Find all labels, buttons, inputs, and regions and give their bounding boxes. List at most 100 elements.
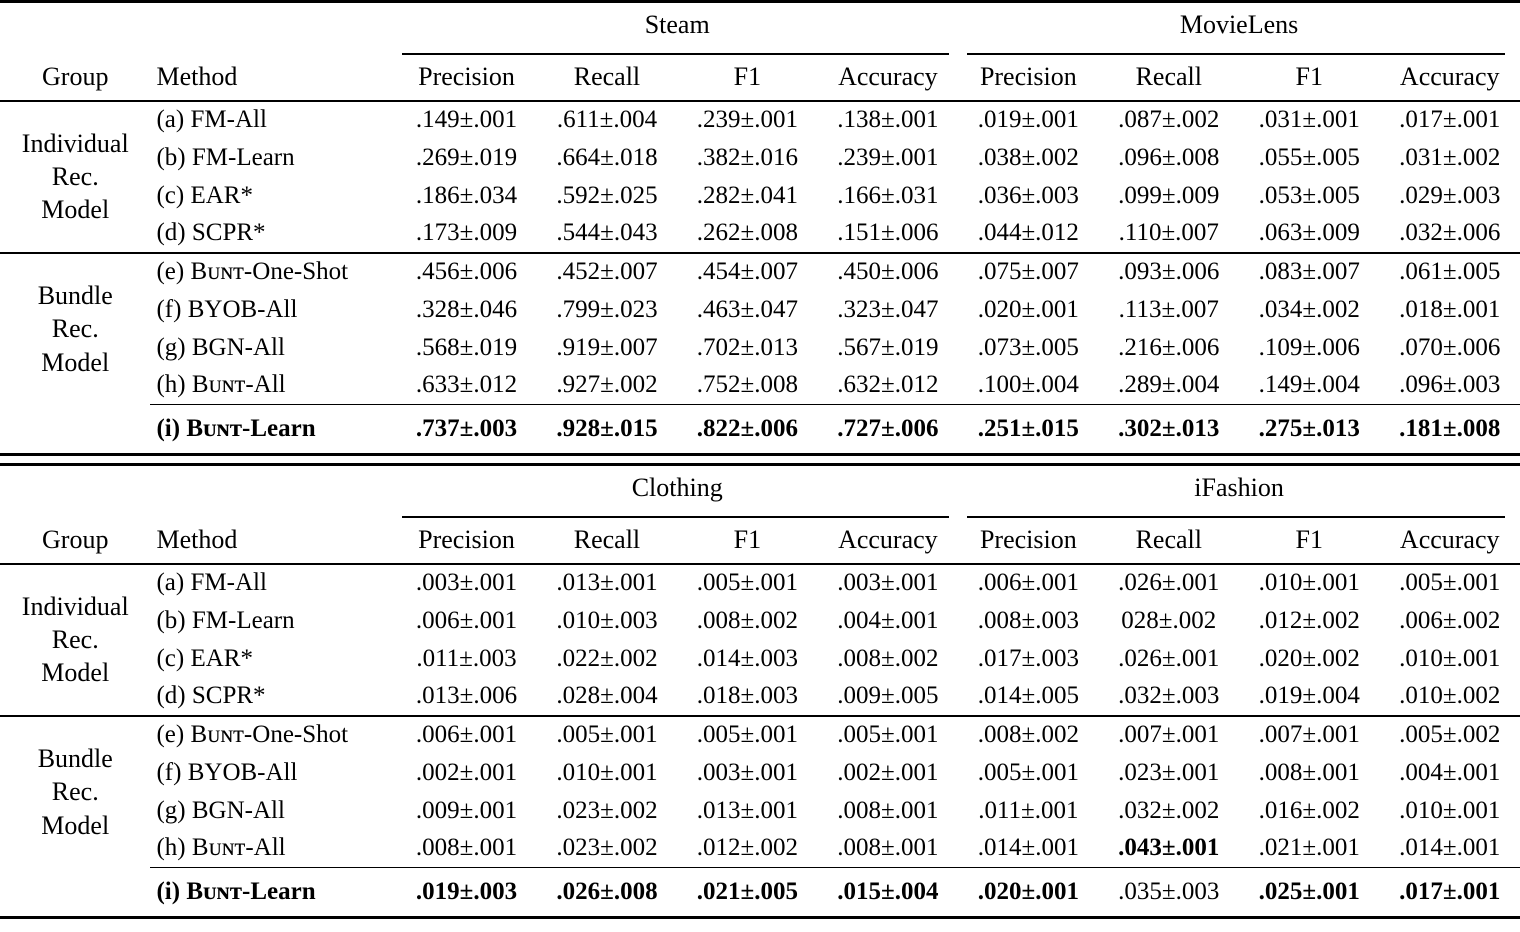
- value-cell: .186±.034: [415, 181, 518, 209]
- value-cell: .752±.008: [696, 371, 799, 399]
- metric-header-accuracy: Accuracy: [817, 54, 959, 102]
- method-cell: (b) FM-Learn: [156, 143, 295, 171]
- value-cell: .239±.001: [837, 143, 939, 171]
- value-cell: .018±.001: [1399, 295, 1501, 323]
- best-result-row: (i) Bᴜɴᴛ-Learn .019±.003.026±.008.021±.00…: [0, 867, 1520, 918]
- dataset-header-clothing: Clothing: [396, 465, 958, 518]
- method-cell: (g) BGN-All: [156, 796, 285, 824]
- method-cell: (a) FM-All: [156, 106, 267, 133]
- value-cell: .070±.006: [1399, 333, 1501, 361]
- value-cell: .014±.005: [977, 682, 1079, 709]
- value-cell: .007±.001: [1098, 714, 1240, 754]
- value-cell: .269±.019: [415, 143, 518, 171]
- metric-header-precision: Precision: [396, 54, 537, 102]
- value-cell: .002±.001: [837, 758, 939, 786]
- value-cell: .262±.008: [696, 219, 799, 246]
- table-row: (b) FM-Learn .269±.019 .664±.018 .382±.016.…: [0, 139, 1520, 177]
- method-cell: (g) BGN-All: [156, 333, 285, 361]
- value-cell: .087±.002: [1118, 106, 1220, 133]
- table-row: (f) BYOB-All .002±.001 .010±.001 .003±.001.…: [0, 754, 1520, 792]
- value-cell: .822±.006: [677, 404, 818, 455]
- group-label-line: Model: [41, 347, 110, 377]
- value-cell: .452±.007: [536, 251, 678, 291]
- group-label-cell: Individual Rec. Model: [0, 101, 150, 253]
- value-cell: .012±.002: [1258, 606, 1360, 634]
- dataset-header-row: Steam MovieLens: [0, 2, 1520, 55]
- column-header-row: Group Method Precision Recall F1 Accuracy Prec…: [0, 54, 1520, 102]
- method-cell: (d) SCPR*: [156, 682, 266, 709]
- value-cell: .016±.002: [1258, 796, 1360, 824]
- value-cell: .008±.001: [415, 834, 518, 862]
- table-row: (g) BGN-All .568±.019 .919±.007 .702±.013 .5…: [0, 329, 1520, 367]
- value-cell: .096±.008: [1118, 143, 1220, 171]
- value-cell: .004±.001: [1399, 758, 1501, 786]
- value-cell: .023±.002: [556, 796, 658, 824]
- method-cell: (d) SCPR*: [156, 219, 266, 246]
- value-cell: .028±.004: [556, 682, 658, 709]
- group-label-line: Individual: [21, 128, 129, 158]
- table-row: (f) BYOB-All .328±.046 .799±.023 .463±.047.…: [0, 291, 1520, 329]
- metric-header-recall: Recall: [536, 54, 678, 102]
- value-cell: .015±.004: [817, 867, 959, 918]
- value-cell: .006±.002: [1399, 606, 1501, 634]
- value-cell: .005±.001: [977, 758, 1079, 786]
- value-cell: .008±.003: [977, 606, 1079, 634]
- value-cell: .799±.023: [556, 295, 658, 323]
- results-table-1: Steam MovieLens Group Method Precision Recall…: [0, 0, 1520, 456]
- table-row: (b) FM-Learn .006±.001 .010±.003 .008±.002.…: [0, 602, 1520, 640]
- value-cell: .026±.001: [1118, 644, 1220, 672]
- value-cell: .544±.043: [556, 219, 658, 246]
- value-cell: .611±.004: [556, 106, 658, 133]
- metric-header-recall: Recall: [536, 517, 678, 565]
- value-cell: .005±.001: [1399, 569, 1501, 596]
- method-cell: (e) Bᴜɴᴛ-One-Shot: [150, 251, 397, 291]
- value-cell: .055±.005: [1258, 143, 1360, 171]
- dataset-underline-rule: [967, 52, 1505, 55]
- value-cell: .017±.003: [977, 644, 1079, 672]
- value-cell: .005±.001: [677, 714, 818, 754]
- best-result-row: (i) Bᴜɴᴛ-Learn .737±.003.928±.015.822±.00…: [0, 404, 1520, 455]
- method-cell: (e) Bᴜɴᴛ-One-Shot: [150, 714, 397, 754]
- value-cell: .025±.001: [1239, 867, 1380, 918]
- table-row: (c) EAR* .011±.003 .022±.002 .014±.003 .008±…: [0, 640, 1520, 678]
- value-cell: .019±.003: [396, 867, 537, 918]
- value-cell: .166±.031: [837, 181, 939, 209]
- value-cell: .664±.018: [556, 143, 658, 171]
- table-row: (c) EAR* .186±.034 .592±.025 .282±.041 .166±…: [0, 177, 1520, 215]
- group-label-line: Model: [41, 810, 110, 840]
- value-cell: .110±.007: [1118, 219, 1219, 246]
- value-cell: .023±.002: [556, 834, 658, 862]
- group-label-line: Rec.: [51, 161, 99, 191]
- metric-header-accuracy: Accuracy: [1379, 54, 1520, 102]
- value-cell: .008±.002: [837, 644, 939, 672]
- value-cell: .727±.006: [817, 404, 959, 455]
- method-cell: (c) EAR*: [156, 181, 253, 209]
- column-header-row: Group Method Precision Recall F1 Accuracy Prec…: [0, 517, 1520, 565]
- value-cell: .149±.004: [1258, 371, 1360, 399]
- value-cell: .096±.003: [1399, 371, 1501, 399]
- method-cell: (f) BYOB-All: [156, 758, 298, 786]
- dataset-header-spacer: [0, 2, 396, 55]
- value-cell: .029±.003: [1399, 181, 1501, 209]
- metric-header-precision: Precision: [958, 54, 1099, 102]
- group-label-line: Rec.: [51, 624, 99, 654]
- value-cell: .010±.001: [556, 758, 658, 786]
- method-cell: (h) Bᴜɴᴛ-All: [156, 834, 286, 862]
- value-cell: .021±.001: [1258, 834, 1360, 862]
- dataset-underline-rule: [967, 515, 1505, 518]
- dataset-header-ifashion: iFashion: [958, 465, 1520, 518]
- value-cell: .006±.001: [415, 606, 518, 634]
- value-cell: .031±.001: [1258, 106, 1360, 133]
- method-cell: (a) FM-All: [156, 569, 267, 596]
- method-cell: (b) FM-Learn: [156, 606, 295, 634]
- value-cell: .282±.041: [696, 181, 799, 209]
- value-cell: .038±.002: [977, 143, 1079, 171]
- value-cell: .633±.012: [415, 371, 518, 399]
- value-cell: .289±.004: [1118, 371, 1220, 399]
- value-cell: .022±.002: [556, 644, 658, 672]
- group-label-line: Individual: [21, 591, 129, 621]
- value-cell: .008±.001: [837, 834, 939, 862]
- value-cell: .454±.007: [677, 251, 818, 291]
- value-cell: .010±.001: [1258, 569, 1360, 596]
- group-label-line: Model: [41, 195, 110, 225]
